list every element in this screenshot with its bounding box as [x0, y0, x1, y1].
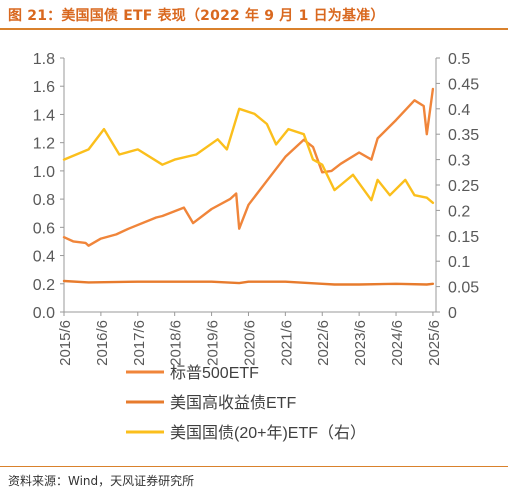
y-left-tick-label: 0.6 — [33, 220, 55, 237]
y-left-tick-label: 0.2 — [33, 277, 55, 294]
x-tick-label: 2022/6 — [315, 320, 332, 366]
x-tick-label: 2025/6 — [426, 320, 443, 366]
line-chart: 0.0 0.2 0.4 0.6 0.8 1.0 1.2 1.4 1.6 1.8 0 0.05 0.1 0.… — [33, 51, 479, 442]
y-right-tick-label: 0 — [448, 305, 457, 322]
sp500-etf-line — [62, 87, 435, 247]
y-left-tick-label: 1.2 — [33, 136, 55, 153]
x-tick-label: 2020/6 — [241, 320, 258, 366]
legend-sp500-label: 标普500ETF — [170, 364, 259, 382]
title-bar: 图 21：美国国债 ETF 表现（2022 年 9 月 1 日为基准） — [0, 0, 508, 30]
y-right-tick-label: 0.15 — [448, 229, 479, 246]
y-left-tick-label: 0.8 — [33, 192, 55, 209]
x-tick-label: 2023/6 — [352, 320, 369, 366]
y-left-tick-label: 0.4 — [33, 249, 55, 266]
x-tick-label: 2015/6 — [57, 320, 74, 366]
y-right-tick-label: 0.5 — [448, 51, 470, 68]
x-tick-label: 2018/6 — [168, 320, 185, 366]
y-right-tick-label: 0.4 — [448, 102, 470, 119]
y-right-tick-label: 0.2 — [448, 203, 470, 220]
x-tick-label: 2021/6 — [278, 320, 295, 366]
chart-area: 0.0 0.2 0.4 0.6 0.8 1.0 1.2 1.4 1.6 1.8 0 0.05 0.1 0.… — [0, 30, 508, 462]
y-left-tick-label: 1.8 — [33, 51, 55, 68]
treasury-20y-etf-line — [62, 107, 435, 205]
legend-treasury-20y-label: 美国国债(20+年)ETF（右） — [170, 424, 366, 442]
y-right-tick-label: 0.45 — [448, 76, 479, 93]
figure-title: 图 21：美国国债 ETF 表现（2022 年 9 月 1 日为基准） — [8, 8, 385, 24]
footer-divider — [0, 466, 508, 467]
legend-high-yield-label: 美国高收益债ETF — [170, 394, 296, 412]
y-left-tick-label: 1.4 — [33, 107, 55, 124]
y-right-tick-label: 0.1 — [448, 254, 470, 271]
source-note: 资料来源：Wind，天风证券研究所 — [8, 474, 195, 488]
y-right-tick-label: 0.35 — [448, 127, 479, 144]
y-left-tick-label: 0.0 — [33, 305, 55, 322]
x-tick-label: 2019/6 — [205, 320, 222, 366]
x-tick-label: 2016/6 — [94, 320, 111, 366]
y-right-tick-label: 0.3 — [448, 153, 470, 170]
y-left-tick-label: 1.6 — [33, 79, 55, 96]
x-tick-label: 2017/6 — [131, 320, 148, 366]
y-left-tick-label: 1.0 — [33, 164, 55, 181]
high-yield-etf-line — [62, 279, 435, 286]
x-tick-label: 2024/6 — [389, 320, 406, 366]
y-right-tick-label: 0.25 — [448, 178, 479, 195]
y-right-tick-label: 0.05 — [448, 280, 479, 297]
